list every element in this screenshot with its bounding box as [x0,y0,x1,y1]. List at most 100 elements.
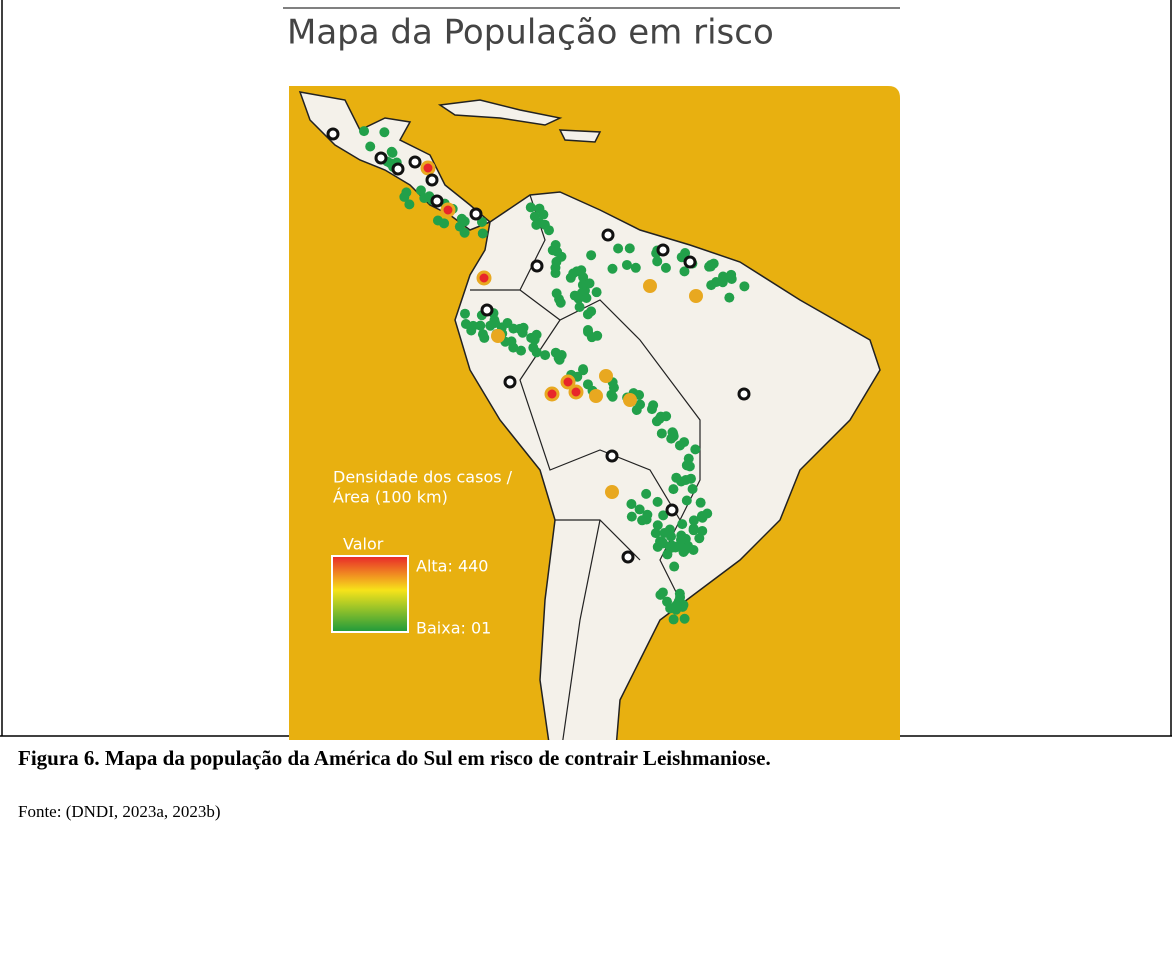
green-dot [531,219,542,230]
legend-high: Alta: 440 [416,557,488,576]
green-dot [690,444,701,455]
green-dot [359,126,370,137]
green-dot [650,528,661,539]
green-dot [688,515,699,526]
green-dot [568,268,579,279]
green-dot [584,278,595,289]
green-dot [538,209,549,220]
green-dot [529,211,540,222]
city-marker [425,173,439,187]
green-dot [656,428,667,439]
green-dot [506,336,517,347]
city-marker [503,375,517,389]
green-dot [696,511,707,522]
green-dot [531,347,542,358]
green-dot [634,390,645,401]
green-dot [681,495,692,506]
green-dot [365,141,376,152]
orange-dot [623,393,637,407]
green-dot [739,281,750,292]
green-dot [681,460,692,471]
green-dot [586,250,597,261]
green-dot [456,213,467,224]
green-dot [668,431,679,442]
orange-dot [605,485,619,499]
orange-dot [589,389,603,403]
green-dot [694,533,705,544]
legend-low: Baixa: 01 [416,619,491,638]
green-dot [687,484,698,495]
city-marker [530,259,544,273]
green-dot [669,561,680,572]
green-dot [516,345,527,356]
green-dot [552,246,563,257]
green-dot [652,520,663,531]
green-dot [551,288,562,299]
green-dot [581,292,592,303]
green-dot [695,497,706,508]
green-dot [459,227,470,238]
green-dot [475,320,486,331]
green-dot [626,499,637,510]
orange-dot [643,279,657,293]
green-dot [485,320,496,331]
city-marker [605,449,619,463]
green-dot [550,268,561,279]
city-marker [480,303,494,317]
green-dot [576,265,587,276]
green-dot [379,127,390,138]
green-dot [459,308,470,319]
green-dot [668,614,679,625]
green-dot [648,400,659,411]
legend-heading: Valor [343,535,384,554]
green-dot [641,514,652,525]
green-dot [654,413,665,424]
green-dot [652,256,663,267]
city-marker [621,550,635,564]
green-dot [404,199,415,210]
green-dot [679,613,690,624]
green-dot [726,269,737,280]
green-dot [658,538,669,549]
green-dot [677,519,688,530]
green-dot [635,399,646,410]
green-dot [525,202,536,213]
green-dot [586,332,597,343]
green-dot [634,504,645,515]
green-dot [671,472,682,483]
green-dot [624,243,635,254]
green-dot [591,287,602,298]
green-dot [641,488,652,499]
city-marker [683,255,697,269]
green-dot [658,510,669,521]
red-dot [544,386,560,402]
green-dot [439,218,450,229]
city-marker [601,228,615,242]
green-dot [555,297,566,308]
figure: Mapa da População em risco Densidade dos… [0,0,1172,740]
green-dot [415,185,426,196]
green-dot [613,243,624,254]
red-dot [476,270,492,286]
green-dot [553,353,564,364]
green-dot [551,256,562,267]
green-dot [621,259,632,270]
green-dot [680,474,691,485]
green-dot [676,542,687,553]
legend-gradient [331,555,409,633]
green-dot [706,280,717,291]
green-dot [540,350,551,361]
orange-dot [491,329,505,343]
green-dot [626,511,637,522]
green-dot [477,228,488,239]
green-dot [652,496,663,507]
green-dot [387,147,398,158]
green-dot [717,277,728,288]
green-dot [675,534,686,545]
green-dot [668,484,679,495]
city-marker [430,194,444,208]
caption: Figura 6. Mapa da população da América d… [18,746,771,770]
green-dot [574,302,585,313]
